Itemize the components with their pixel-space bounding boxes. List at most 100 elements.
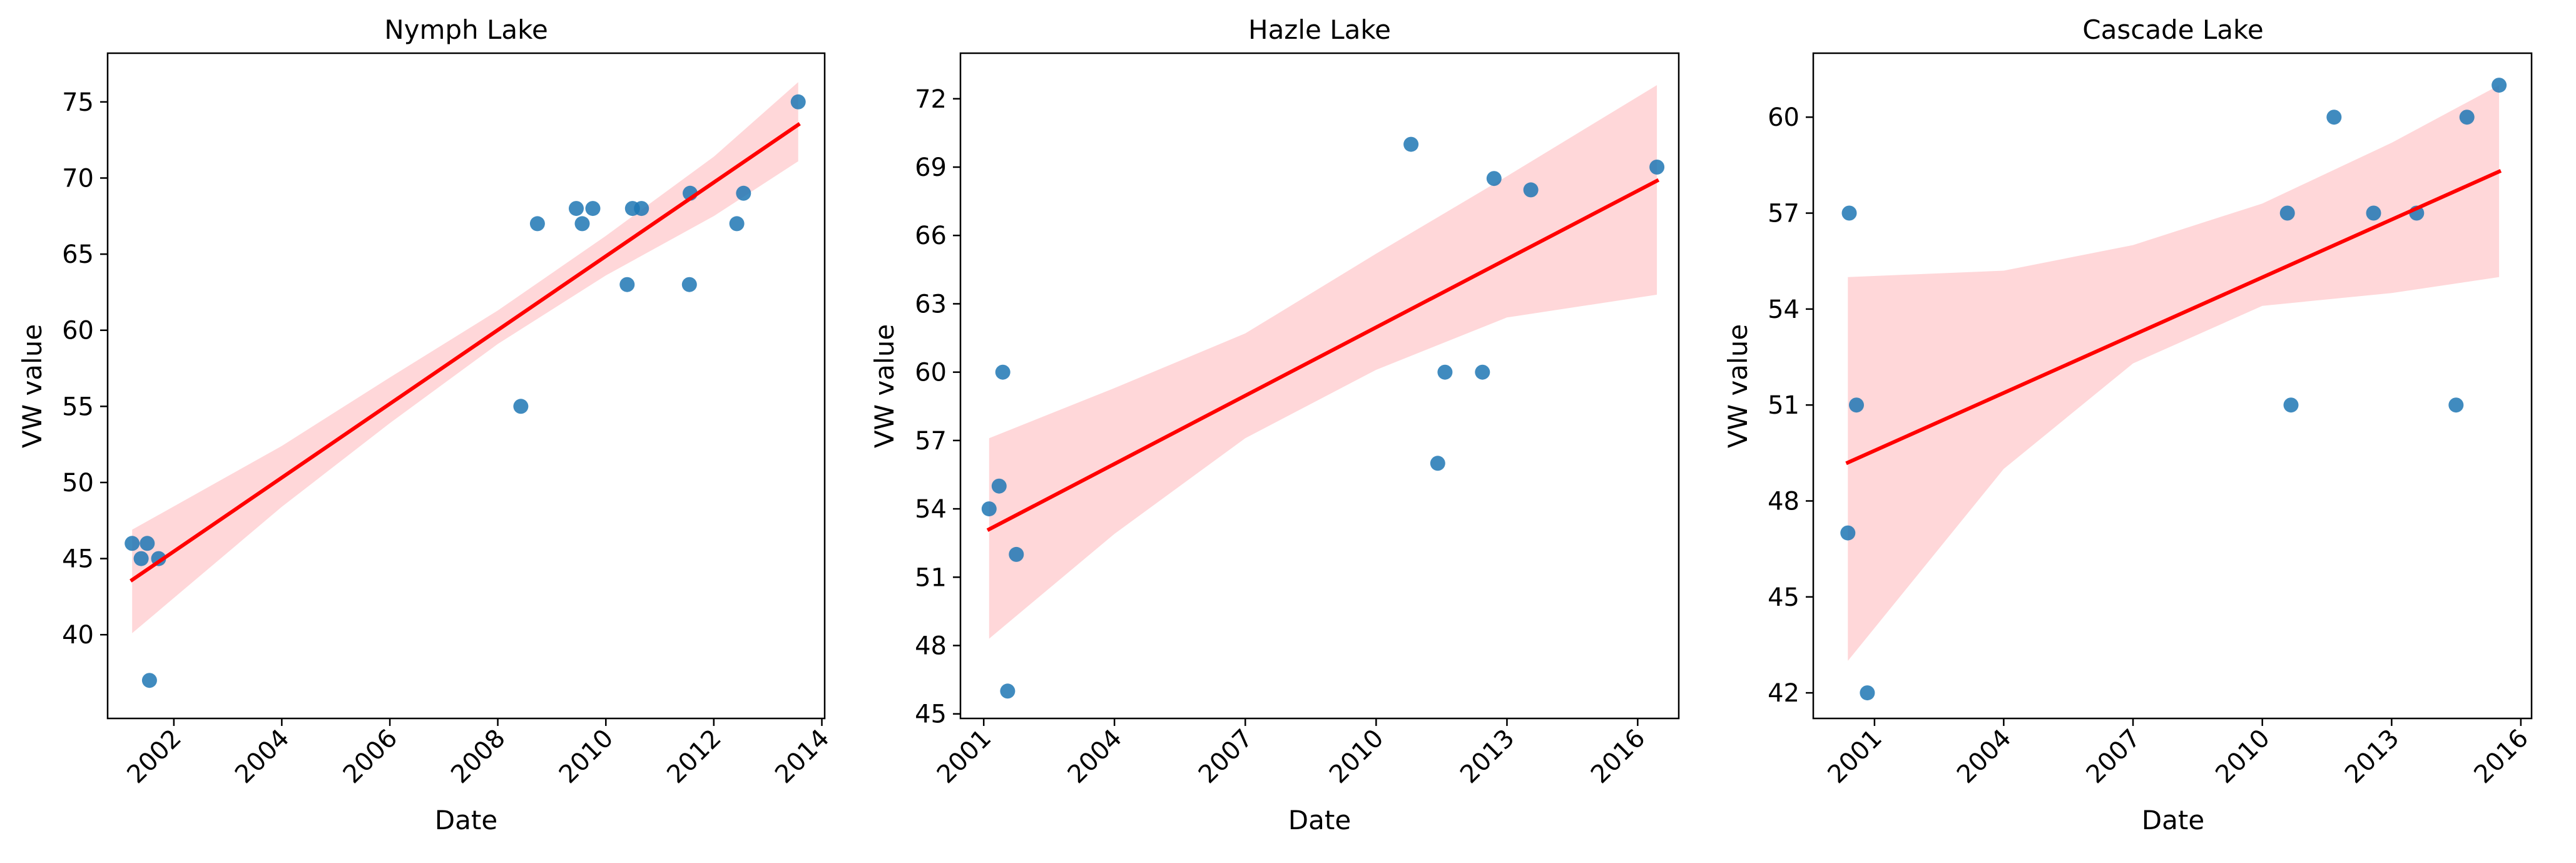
panel-title: Nymph Lake: [384, 14, 548, 45]
data-point: [513, 399, 529, 414]
data-point: [995, 364, 1011, 380]
data-point: [585, 201, 601, 217]
y-tick-label: 48: [1768, 487, 1800, 516]
y-tick-label: 57: [1768, 200, 1800, 228]
x-tick-label: 2016: [1586, 724, 1651, 790]
x-tick-label: 2007: [1193, 724, 1259, 790]
x-tick-label: 2013: [1455, 724, 1520, 790]
plot-frame: [1812, 52, 2533, 720]
x-tick-label: 2001: [1822, 724, 1888, 790]
data-point: [729, 216, 745, 232]
y-tick-label: 65: [62, 240, 94, 269]
confidence-band: [1848, 85, 2500, 661]
x-tick-label: 2002: [121, 724, 187, 790]
data-point: [529, 216, 545, 232]
panel-title: Hazle Lake: [1248, 14, 1391, 45]
x-tick-label: 2010: [2210, 724, 2276, 790]
y-tick-label: 57: [915, 427, 947, 456]
data-point: [736, 185, 751, 201]
x-axis-label: Date: [2142, 805, 2204, 835]
data-point: [569, 201, 584, 217]
data-point: [141, 673, 157, 688]
data-point: [1430, 456, 1445, 471]
y-tick-label: 51: [915, 563, 947, 592]
y-tick-label: 70: [62, 164, 94, 193]
data-point: [133, 551, 149, 566]
data-point: [2459, 110, 2475, 125]
x-tick-label: 2004: [1062, 724, 1128, 790]
confidence-band: [989, 85, 1657, 639]
data-point: [790, 94, 806, 110]
x-tick-label: 2008: [445, 724, 511, 790]
x-tick-label: 2007: [2081, 724, 2147, 790]
x-tick-label: 2012: [661, 724, 727, 790]
plot-frame: [106, 52, 826, 720]
y-tick-label: 45: [1768, 583, 1800, 612]
y-tick-label: 60: [1768, 103, 1800, 132]
y-tick-label: 48: [915, 632, 947, 661]
data-point: [2326, 110, 2342, 125]
y-tick-label: 60: [915, 359, 947, 387]
data-point: [125, 536, 140, 551]
data-point: [1523, 182, 1539, 198]
y-tick-label: 72: [915, 85, 947, 114]
y-axis-label: VW value: [1723, 324, 1753, 448]
y-tick-label: 51: [1768, 391, 1800, 420]
data-point: [2448, 397, 2464, 413]
x-tick-label: 2004: [1952, 724, 2017, 790]
x-tick-label: 2006: [338, 724, 404, 790]
y-axis-label: VW value: [869, 324, 900, 448]
x-axis-label: Date: [1288, 805, 1351, 835]
data-point: [1849, 397, 1864, 413]
y-tick-label: 42: [1768, 679, 1800, 708]
data-point: [140, 536, 155, 551]
panel-title: Cascade Lake: [2082, 14, 2263, 45]
x-tick-label: 2013: [2339, 724, 2405, 790]
data-point: [1000, 683, 1016, 699]
y-tick-label: 40: [62, 621, 94, 650]
data-point: [1437, 364, 1453, 380]
y-tick-label: 55: [62, 392, 94, 421]
data-point: [619, 277, 635, 292]
x-tick-label: 2016: [2468, 724, 2534, 790]
data-point: [2492, 78, 2507, 93]
data-point: [1486, 171, 1502, 186]
y-axis-label: VW value: [17, 324, 48, 448]
data-point: [1009, 546, 1024, 562]
regression-line: [986, 178, 1660, 532]
y-tick-label: 69: [915, 153, 947, 182]
data-point: [2279, 205, 2295, 221]
data-point: [574, 216, 590, 232]
regression-line: [130, 122, 801, 583]
data-point: [991, 478, 1007, 494]
y-tick-label: 54: [1768, 295, 1800, 324]
plot-frame: [959, 52, 1680, 720]
data-point: [1860, 685, 1875, 701]
data-point: [981, 501, 997, 517]
panel-cascade-lake: Cascade Lake Date VW value 42 45 48 51 54 57 6…: [1723, 14, 2534, 835]
y-tick-label: 75: [62, 88, 94, 117]
y-tick-label: 45: [915, 700, 947, 729]
data-point: [2366, 205, 2381, 221]
x-tick-label: 2004: [230, 724, 295, 790]
data-point: [634, 201, 649, 217]
y-tick-label: 50: [62, 469, 94, 498]
panel-nymph-lake: Nymph Lake Date VW value 40 45 50 55 60 65 70 7…: [17, 14, 835, 835]
y-tick-label: 60: [62, 317, 94, 345]
data-point: [681, 277, 697, 292]
y-tick-label: 45: [62, 545, 94, 574]
x-tick-label: 2010: [1324, 724, 1390, 790]
y-tick-label: 54: [915, 495, 947, 524]
x-axis-label: Date: [435, 805, 497, 835]
x-tick-label: 2001: [932, 724, 997, 790]
y-tick-label: 63: [915, 290, 947, 319]
data-point: [1403, 136, 1419, 152]
confidence-band: [132, 82, 798, 633]
x-tick-label: 2010: [554, 724, 619, 790]
data-point: [2283, 397, 2299, 413]
data-point: [1649, 160, 1665, 175]
regression-line: [1845, 169, 2502, 466]
data-point: [1475, 364, 1490, 380]
y-tick-label: 66: [915, 222, 947, 250]
